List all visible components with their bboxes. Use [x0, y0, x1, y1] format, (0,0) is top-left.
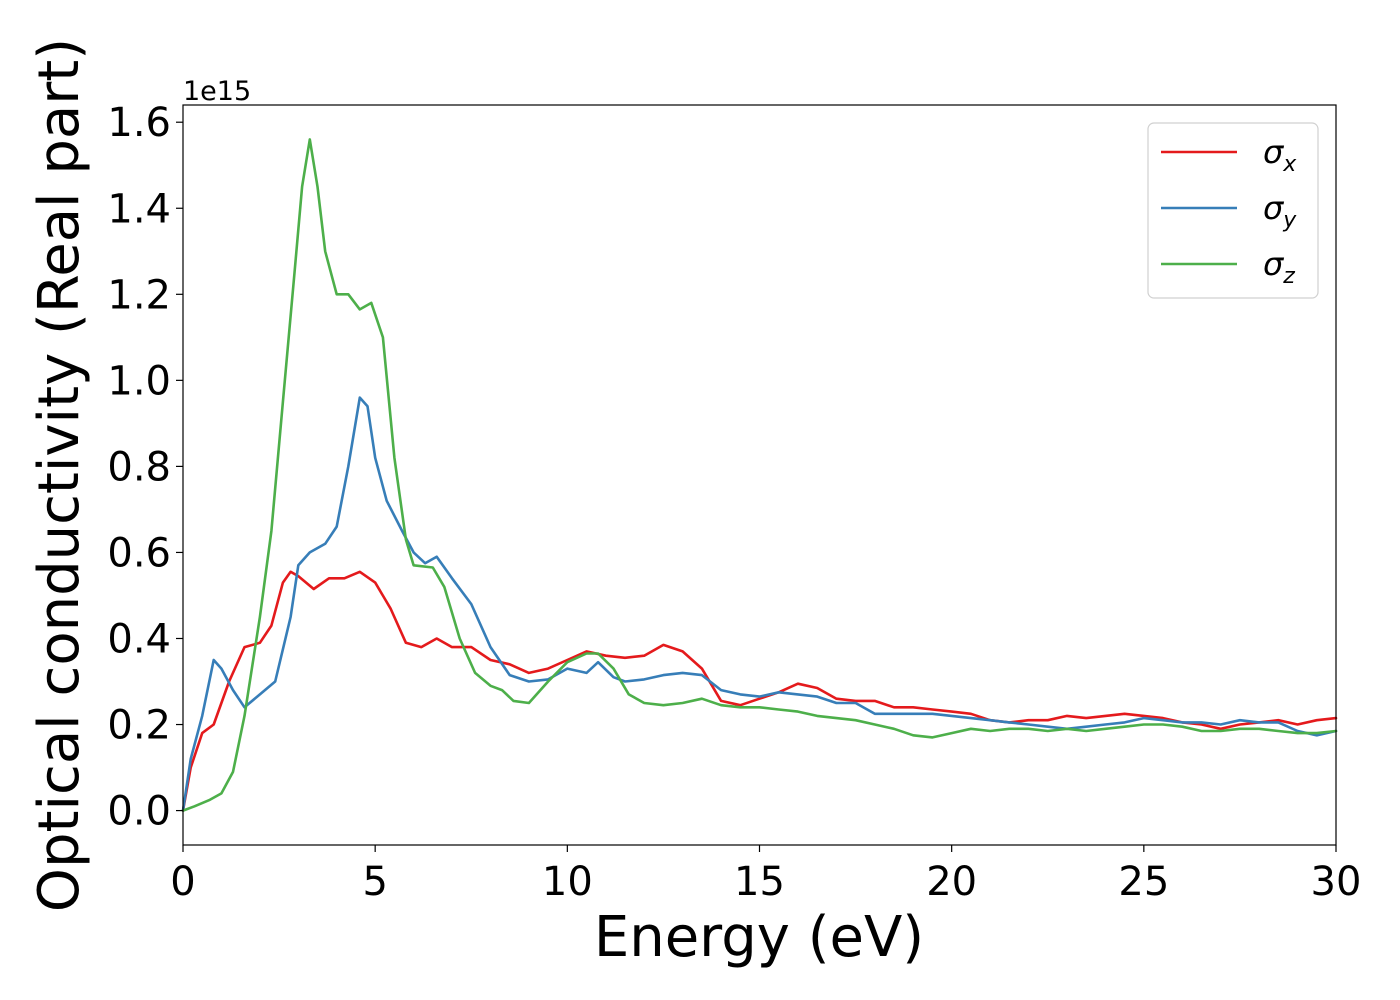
x-tick-label: 10 [542, 859, 593, 905]
y-tick-label: 1.2 [107, 272, 171, 318]
series-line-x [181, 570, 1338, 812]
y-axis-title: Optical conductivity (Real part) [27, 38, 92, 912]
x-axis-ticks: 0 5 10 15 20 25 30 [170, 845, 1361, 905]
x-tick-label: 5 [362, 859, 387, 905]
series-line-y [181, 396, 1338, 812]
y-tick-label: 0.4 [107, 616, 171, 662]
y-tick-label: 1.6 [107, 100, 171, 146]
y-axis-ticks: 0.0 0.2 0.4 0.6 0.8 1.0 1.2 1.4 1.6 [107, 100, 183, 835]
legend-box [1147, 122, 1319, 299]
y-tick-label: 0.6 [107, 530, 171, 576]
y-tick-label: 0.2 [107, 703, 171, 749]
y-offset-label: 1e15 [183, 76, 251, 107]
y-tick-label: 1.0 [107, 358, 171, 404]
x-axis-title: Energy (eV) [594, 905, 924, 970]
x-tick-label: 20 [926, 859, 977, 905]
x-tick-label: 30 [1311, 859, 1362, 905]
x-tick-label: 25 [1118, 859, 1169, 905]
series-layer [181, 138, 1338, 812]
x-tick-label: 0 [170, 859, 195, 905]
y-tick-label: 0.0 [107, 789, 171, 835]
y-tick-label: 0.8 [107, 444, 171, 490]
series-line-z [181, 138, 1338, 812]
x-tick-label: 15 [734, 859, 785, 905]
y-tick-label: 1.4 [107, 186, 171, 232]
